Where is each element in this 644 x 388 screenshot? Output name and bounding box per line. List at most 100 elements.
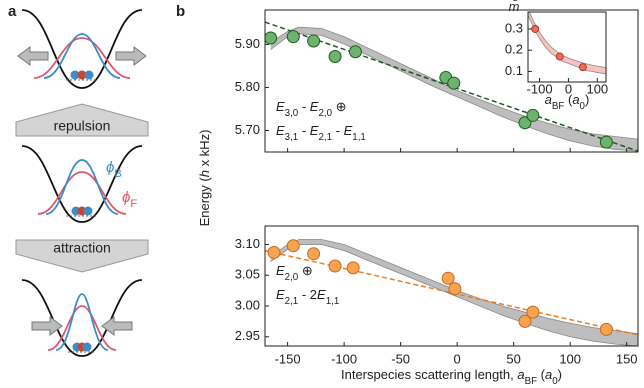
- y-tick-label: 0.2: [505, 42, 523, 57]
- plot-area: [265, 21, 638, 152]
- x-tick-label: -50: [391, 351, 410, 366]
- text-part: Energy (: [197, 177, 212, 227]
- annotation: E3,0 - E2,0 ⊕: [276, 99, 347, 119]
- text-part: E: [276, 287, 285, 302]
- data-point: [286, 30, 300, 44]
- axes-frame: [527, 11, 607, 83]
- y-tick-label: 0.3: [505, 20, 523, 35]
- text-part: - 2: [298, 287, 317, 302]
- theory-band-edge: [529, 12, 606, 68]
- x-axis-title: Interspecies scattering length, aBF (a0): [341, 367, 562, 387]
- phi-b-label: ϕB: [106, 159, 122, 180]
- well-diagram: [21, 145, 143, 223]
- panel-label: a: [8, 3, 17, 20]
- y-tick-label: 3.10: [235, 236, 260, 251]
- text-part: ): [585, 92, 589, 107]
- y-axis-title: m̄: [509, 0, 520, 14]
- axes-frame: [264, 9, 639, 153]
- text-part: x kHz): [197, 130, 212, 170]
- data-point: [307, 34, 321, 48]
- text-part: 0: [580, 101, 586, 112]
- plot-area: [528, 12, 606, 75]
- axes-frame: [264, 225, 639, 347]
- text-part: (: [564, 92, 573, 107]
- text-part: E: [310, 123, 319, 138]
- text-part: 2,0: [318, 108, 332, 119]
- text-part: BF: [552, 101, 565, 112]
- text-part: BF: [525, 376, 538, 387]
- x-tick-label: 0: [565, 81, 572, 96]
- well-diagram: [21, 279, 143, 357]
- text-part: a: [545, 92, 552, 107]
- text-part: 0: [552, 376, 558, 387]
- text-part: ⊕: [298, 263, 313, 278]
- data-point: [578, 63, 587, 72]
- text-part: 2,1: [285, 296, 299, 307]
- data-point: [286, 239, 300, 253]
- data-point: [599, 322, 613, 336]
- y-tick-label: 3.00: [235, 297, 260, 312]
- data-point: [531, 24, 540, 33]
- text-part: 3,1: [285, 132, 299, 143]
- repulsion-arrow: [15, 103, 149, 137]
- text-part: E: [276, 99, 285, 114]
- x-tick-label: 0: [454, 351, 461, 366]
- x-tick-label: -150: [275, 351, 301, 366]
- text-part: E: [317, 287, 326, 302]
- data-point: [448, 282, 462, 296]
- well-diagram: [17, 9, 147, 89]
- x-tick-label: 50: [506, 351, 520, 366]
- text-part: 2,1: [318, 132, 332, 143]
- x-tick-label: 150: [616, 351, 638, 366]
- text-part: E: [276, 263, 285, 278]
- text-part: ): [558, 367, 562, 382]
- text-part: -: [332, 123, 344, 138]
- text-part: (: [537, 367, 546, 382]
- x-axis-title: aBF (a0): [545, 92, 590, 112]
- text-part: a: [517, 367, 524, 382]
- data-point: [518, 314, 532, 328]
- data-point: [447, 76, 461, 90]
- data-point: [555, 52, 564, 61]
- theory-band-edge: [270, 239, 638, 335]
- theory-band-edge: [528, 15, 606, 75]
- data-point: [307, 247, 321, 261]
- text-part: B: [114, 168, 122, 180]
- x-tick-label: 100: [586, 81, 608, 96]
- text-part: 2,0: [285, 272, 299, 283]
- data-point: [526, 108, 540, 122]
- data-point: [526, 305, 540, 319]
- theory-band-edge: [270, 33, 638, 152]
- y-axis-title: Energy (h x kHz): [197, 130, 212, 227]
- repulsion-label: repulsion: [54, 118, 111, 134]
- text-part: m̄: [509, 0, 520, 14]
- text-part: E: [276, 123, 285, 138]
- data-point: [328, 259, 342, 273]
- y-tick-label: 5.80: [235, 79, 260, 94]
- x-tick-label: 100: [559, 351, 581, 366]
- annotation: E3,1 - E2,1 - E1,1: [276, 123, 366, 143]
- text-part: 3,0: [285, 108, 299, 119]
- text-part: E: [344, 123, 353, 138]
- data-point: [328, 49, 342, 63]
- theory-band: [528, 12, 606, 74]
- panel-label: b: [176, 3, 185, 20]
- y-tick-label: 0.1: [505, 63, 523, 78]
- text-part: ⊕: [332, 99, 347, 114]
- phi-f-label: ϕF: [122, 189, 137, 210]
- y-tick-label: 5.90: [235, 36, 260, 51]
- text-part: a: [572, 92, 579, 107]
- data-point: [599, 135, 613, 149]
- text-part: 1,1: [326, 296, 340, 307]
- text-part: ϕ: [106, 159, 114, 176]
- data-point: [518, 116, 532, 130]
- text-part: -: [298, 99, 310, 114]
- attraction-label: attraction: [53, 240, 111, 256]
- text-part: F: [130, 198, 137, 210]
- theory-band-edge: [270, 26, 638, 140]
- y-tick-label: 2.95: [235, 328, 260, 343]
- x-tick-label: -100: [527, 81, 553, 96]
- annotation: E2,0 ⊕: [276, 263, 313, 283]
- annotation: E2,1 - 2E1,1: [276, 287, 339, 307]
